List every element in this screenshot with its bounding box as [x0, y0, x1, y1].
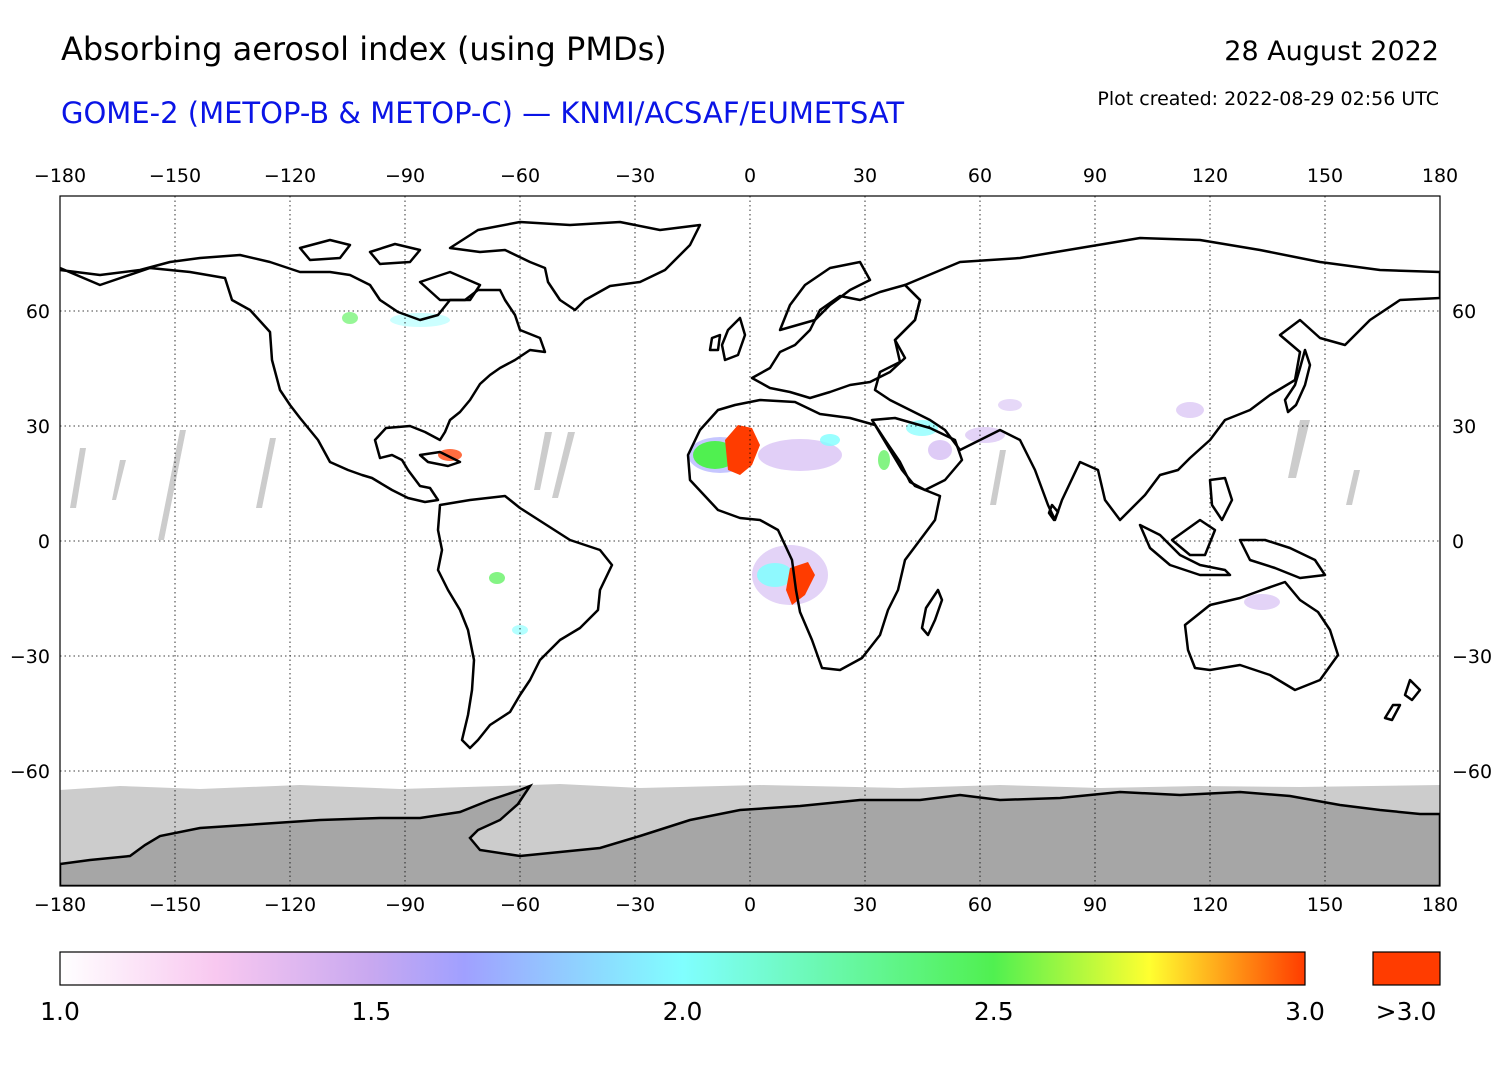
map-subtitle: GOME-2 (METOP-B & METOP-C) — KNMI/ACSAF/… [61, 96, 905, 130]
lon-tick-label-bottom: 150 [1307, 894, 1343, 916]
lat-tick-label-right: 0 [1452, 531, 1464, 553]
lon-tick-label-top: −30 [615, 165, 655, 187]
lat-tick-label-left: −30 [10, 646, 50, 668]
lon-tick-label-bottom: −60 [500, 894, 540, 916]
colorbar-tick-label: 2.0 [663, 997, 703, 1026]
aerosol-index-map: −180 −150 −120 −90 −60 −30 0 30 60 90 120 150 180 −1… [10, 165, 1492, 1026]
lon-tick-label-top: 150 [1307, 165, 1343, 187]
lon-tick-label-bottom: 90 [1083, 894, 1107, 916]
lon-tick-label-bottom: −90 [385, 894, 425, 916]
colorbar [59, 951, 1306, 986]
lon-tick-label-top: 0 [744, 165, 756, 187]
aerosol-plumes [342, 312, 1280, 635]
lat-tick-label-right: −60 [1452, 761, 1492, 783]
lon-tick-label-top: −180 [34, 165, 86, 187]
lat-tick-label-left: 60 [26, 301, 50, 323]
lon-tick-label-bottom: −120 [264, 894, 316, 916]
lon-tick-label-top: 30 [853, 165, 877, 187]
map-title: Absorbing aerosol index (using PMDs) [61, 30, 667, 68]
lon-tick-label-bottom: −150 [149, 894, 201, 916]
lon-tick-label-bottom: 60 [968, 894, 992, 916]
plot-created-timestamp: Plot created: 2022-08-29 02:56 UTC [1097, 88, 1439, 110]
lon-tick-label-top: −150 [149, 165, 201, 187]
lon-tick-label-top: 180 [1422, 165, 1458, 187]
lat-tick-label-left: −60 [10, 761, 50, 783]
lon-tick-label-bottom: −30 [615, 894, 655, 916]
lat-tick-label-right: −30 [1452, 646, 1492, 668]
lon-tick-label-top: −60 [500, 165, 540, 187]
observation-date: 28 August 2022 [1224, 36, 1439, 67]
lon-tick-label-bottom: −180 [34, 894, 86, 916]
lat-tick-label-right: 30 [1452, 416, 1476, 438]
colorbar-tick-label: 3.0 [1285, 997, 1325, 1026]
lon-tick-label-bottom: 30 [853, 894, 877, 916]
map-gridlines [60, 196, 1440, 886]
colorbar-tick-label: 1.5 [351, 997, 391, 1026]
lon-tick-label-top: 120 [1192, 165, 1228, 187]
lon-tick-label-top: −120 [264, 165, 316, 187]
lon-tick-label-top: 60 [968, 165, 992, 187]
plot-frame [59, 195, 1441, 887]
lat-tick-label-right: 60 [1452, 301, 1476, 323]
lon-tick-label-top: 90 [1083, 165, 1107, 187]
no-data-swaths [70, 420, 1360, 540]
colorbar-tick-label: 1.0 [40, 997, 80, 1026]
colorbar-over-max-box [1372, 951, 1441, 986]
lat-tick-label-left: 0 [38, 531, 50, 553]
lon-tick-label-bottom: 180 [1422, 894, 1458, 916]
colorbar-tick-label: 2.5 [974, 997, 1014, 1026]
colorbar-over-max-label: >3.0 [1376, 997, 1437, 1026]
lat-tick-label-left: 30 [26, 416, 50, 438]
lon-tick-label-bottom: 120 [1192, 894, 1228, 916]
coastlines [60, 220, 1440, 750]
lon-tick-label-bottom: 0 [744, 894, 756, 916]
lon-tick-label-top: −90 [385, 165, 425, 187]
